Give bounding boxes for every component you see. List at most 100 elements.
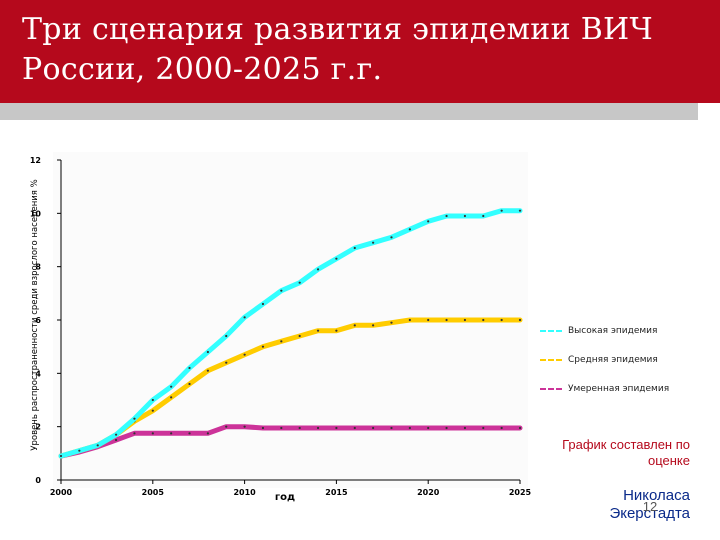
legend-swatch [540,358,562,361]
source-author: Николаса Экерстадта [609,487,690,522]
data-point [188,432,191,435]
data-point [390,236,393,239]
data-point [408,426,411,430]
data-point [316,268,320,271]
data-point [353,426,356,430]
source-note: График составлен по оценке [562,437,690,468]
y-tick-label: 12 [30,156,41,165]
slide-title: Три сценария развития эпидемии ВИЧ Росси… [22,12,654,87]
data-point [298,334,301,338]
data-point [316,426,320,430]
data-point [225,425,228,428]
data-point [445,214,448,218]
title-bar: Три сценария развития эпидемии ВИЧ Росси… [0,0,720,103]
data-point [225,361,228,364]
y-tick-label: 6 [35,316,41,325]
data-point [518,209,522,212]
x-tick-label: 2025 [509,488,532,497]
data-point [261,345,265,348]
legend-swatch [540,387,562,390]
data-point [445,318,448,322]
y-axis-label: Уровень распространенности среди взросло… [30,179,40,450]
data-point [390,321,393,324]
data-point [500,209,503,212]
data-point [298,281,301,284]
title-divider [0,103,720,120]
data-point [151,432,154,435]
x-tick-label: 2020 [417,488,440,497]
data-point [170,432,173,435]
data-point [151,398,154,402]
x-tick-label: 2010 [233,488,256,497]
series-line [58,317,523,459]
data-point [114,433,118,436]
data-point [206,432,209,435]
data-point [372,241,375,244]
data-point [427,220,430,223]
legend-swatch [540,329,562,332]
data-point [518,426,522,430]
data-point [335,257,338,260]
data-point [151,409,154,412]
x-tick-label: 2000 [50,488,73,497]
data-point [78,449,81,452]
data-point [170,385,173,388]
data-point [225,334,228,338]
legend-item: Умеренная эпидемия [540,374,720,403]
data-point [188,382,191,386]
data-point [280,289,283,292]
data-point [335,329,338,332]
data-point [298,426,301,430]
data-point [518,318,522,322]
data-point [316,329,320,332]
legend-label: Средняя эпидемия [568,354,658,365]
data-point [500,426,503,430]
data-point [188,366,191,370]
y-tick-label: 8 [35,263,41,272]
data-point [206,369,209,372]
hiv-scenarios-chart: 0 2 4 6 8 10 12 2000 2005 2010 2015 2020 2025 год Уров… [30,152,532,503]
data-point [408,318,411,322]
data-point [463,426,467,430]
data-point [390,426,393,430]
data-point [243,425,246,428]
data-point [445,426,448,430]
series-line [58,424,523,459]
data-point [170,396,173,399]
data-point [335,426,338,430]
data-point [114,438,118,442]
data-point [59,454,63,458]
data-point [133,417,136,420]
data-point [500,318,503,322]
x-axis-label: год [275,492,295,503]
y-tick-label: 10 [30,209,42,218]
data-point [463,318,467,322]
data-point [353,246,356,250]
data-point [463,214,467,218]
data-point [133,432,136,435]
page-number: 12 [642,499,658,514]
x-tick-label: 2005 [142,488,165,497]
data-point [408,228,411,231]
data-point [482,426,485,430]
data-point [372,426,375,430]
data-point [206,350,209,354]
series-line [58,208,523,459]
data-point [353,324,356,327]
legend-item: Высокая эпидемия [540,316,720,345]
y-tick-label: 2 [35,423,41,432]
data-point [427,426,430,430]
data-point [482,214,485,218]
data-point [261,302,265,306]
chart-legend: Высокая эпидемия Средняя эпидемия Умеренна… [540,316,720,403]
legend-label: Высокая эпидемия [568,325,658,336]
data-point [96,444,99,447]
legend-label: Умеренная эпидемия [568,383,670,394]
y-tick-label: 4 [35,369,41,378]
data-point [372,324,375,327]
data-point [261,426,265,430]
y-tick-label: 0 [35,476,41,485]
data-point [243,316,246,319]
legend-item: Средняя эпидемия [540,345,720,374]
data-point [427,318,430,322]
